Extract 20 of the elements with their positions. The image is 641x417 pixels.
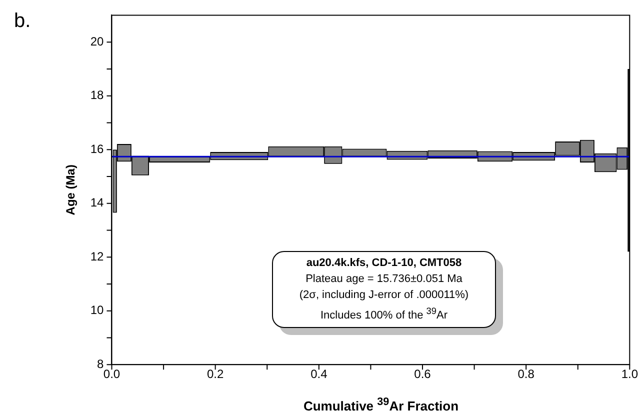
y-tick-label: 18 xyxy=(90,88,104,102)
y-tick-label: 14 xyxy=(90,196,104,210)
y-tick-label: 12 xyxy=(90,249,104,264)
annotation: Includes 100% of the $^{39}$Ar xyxy=(320,305,448,324)
x-tick-label: 1.0 xyxy=(621,367,638,382)
x-axis-title: Cumulative $^{39}$Ar Fraction xyxy=(302,396,460,414)
x-tick-label: 0.4 xyxy=(310,367,328,382)
y-axis-title: Age (Ma) xyxy=(64,164,78,216)
x-tick-label: 0.0 xyxy=(103,367,120,382)
y-tick-label: 20 xyxy=(90,34,104,48)
y-tick-label: 8 xyxy=(97,356,104,371)
x-tick-label: 0.6 xyxy=(414,367,432,382)
y-tick-label: 10 xyxy=(90,303,104,318)
x-tick-label: 0.8 xyxy=(518,367,535,382)
annotation: au20.4k.kfs, CD-1-10, CMT058 xyxy=(305,256,463,271)
annotation: Plateau age = 15.736±0.051 Ma xyxy=(304,272,464,287)
annotation: (2σ, including J-error of .000011%) xyxy=(298,288,470,303)
text: b. xyxy=(14,10,31,33)
y-tick-label: 16 xyxy=(90,142,104,156)
x-tick-label: 0.2 xyxy=(206,367,224,382)
